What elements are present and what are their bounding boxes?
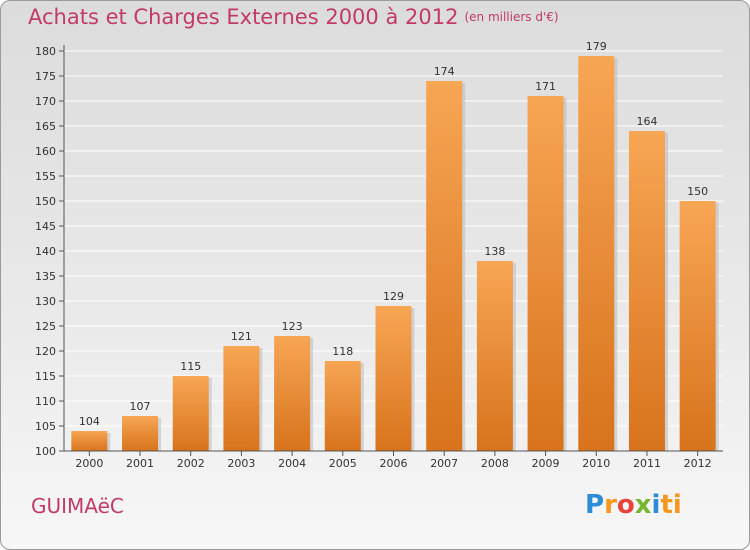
- x-tick-label: 2005: [329, 457, 357, 470]
- data-label: 150: [687, 185, 708, 198]
- logo-letter: r: [604, 490, 617, 520]
- bar: [122, 416, 159, 451]
- logo-letter: o: [616, 490, 635, 520]
- x-tick-label: 2012: [684, 457, 712, 470]
- logo-letter: ti: [660, 490, 682, 520]
- commune-name: GUIMAëC: [31, 494, 124, 518]
- x-tick-label: 2007: [430, 457, 458, 470]
- chart-subtitle: (en milliers d'€): [464, 10, 559, 24]
- y-tick-label: 170: [35, 95, 56, 108]
- logo-letter: P: [585, 490, 605, 520]
- data-label: 104: [79, 415, 100, 428]
- logo-letter: x: [634, 490, 652, 520]
- bar: [426, 81, 463, 451]
- y-tick-label: 130: [35, 295, 56, 308]
- data-label: 107: [130, 400, 151, 413]
- bar: [628, 131, 665, 451]
- y-tick-label: 145: [35, 220, 56, 233]
- y-tick-label: 180: [35, 45, 56, 58]
- y-tick-label: 135: [35, 270, 56, 283]
- bar: [71, 431, 108, 451]
- y-tick-label: 100: [35, 445, 56, 458]
- bar: [324, 361, 361, 451]
- y-tick-label: 140: [35, 245, 56, 258]
- y-tick-label: 165: [35, 120, 56, 133]
- x-tick-label: 2011: [633, 457, 661, 470]
- data-label: 123: [282, 320, 303, 333]
- x-tick-label: 2004: [278, 457, 306, 470]
- x-tick-label: 2009: [532, 457, 560, 470]
- y-tick-label: 110: [35, 395, 56, 408]
- proxiti-logo: Proxiti: [585, 490, 682, 520]
- y-tick-label: 150: [35, 195, 56, 208]
- y-tick-label: 175: [35, 70, 56, 83]
- data-label: 179: [586, 40, 607, 53]
- y-tick-label: 155: [35, 170, 56, 183]
- data-label: 164: [636, 115, 657, 128]
- data-label: 129: [383, 290, 404, 303]
- x-tick-label: 2006: [380, 457, 408, 470]
- x-tick-label: 2001: [126, 457, 154, 470]
- bar: [578, 56, 615, 451]
- x-tick-label: 2003: [227, 457, 255, 470]
- logo-letter: i: [651, 490, 661, 520]
- chart-title: Achats et Charges Externes 2000 à 2012 (e…: [28, 5, 559, 29]
- y-tick-label: 120: [35, 345, 56, 358]
- chart-title-text: Achats et Charges Externes 2000 à 2012: [28, 5, 459, 29]
- data-label: 121: [231, 330, 252, 343]
- data-label: 174: [434, 65, 455, 78]
- data-label: 171: [535, 80, 556, 93]
- x-tick-label: 2010: [582, 457, 610, 470]
- y-tick-label: 105: [35, 420, 56, 433]
- y-tick-label: 125: [35, 320, 56, 333]
- x-tick-label: 2000: [75, 457, 103, 470]
- x-tick-label: 2002: [177, 457, 205, 470]
- y-tick-label: 160: [35, 145, 56, 158]
- data-label: 115: [180, 360, 201, 373]
- x-tick-label: 2008: [481, 457, 509, 470]
- bar: [223, 346, 260, 451]
- bar: [679, 201, 716, 451]
- data-label: 118: [332, 345, 353, 358]
- bar: [375, 306, 412, 451]
- bar: [274, 336, 311, 451]
- y-tick-label: 115: [35, 370, 56, 383]
- bar: [527, 96, 564, 451]
- bar: [172, 376, 209, 451]
- data-label: 138: [484, 245, 505, 258]
- bar: [476, 261, 513, 451]
